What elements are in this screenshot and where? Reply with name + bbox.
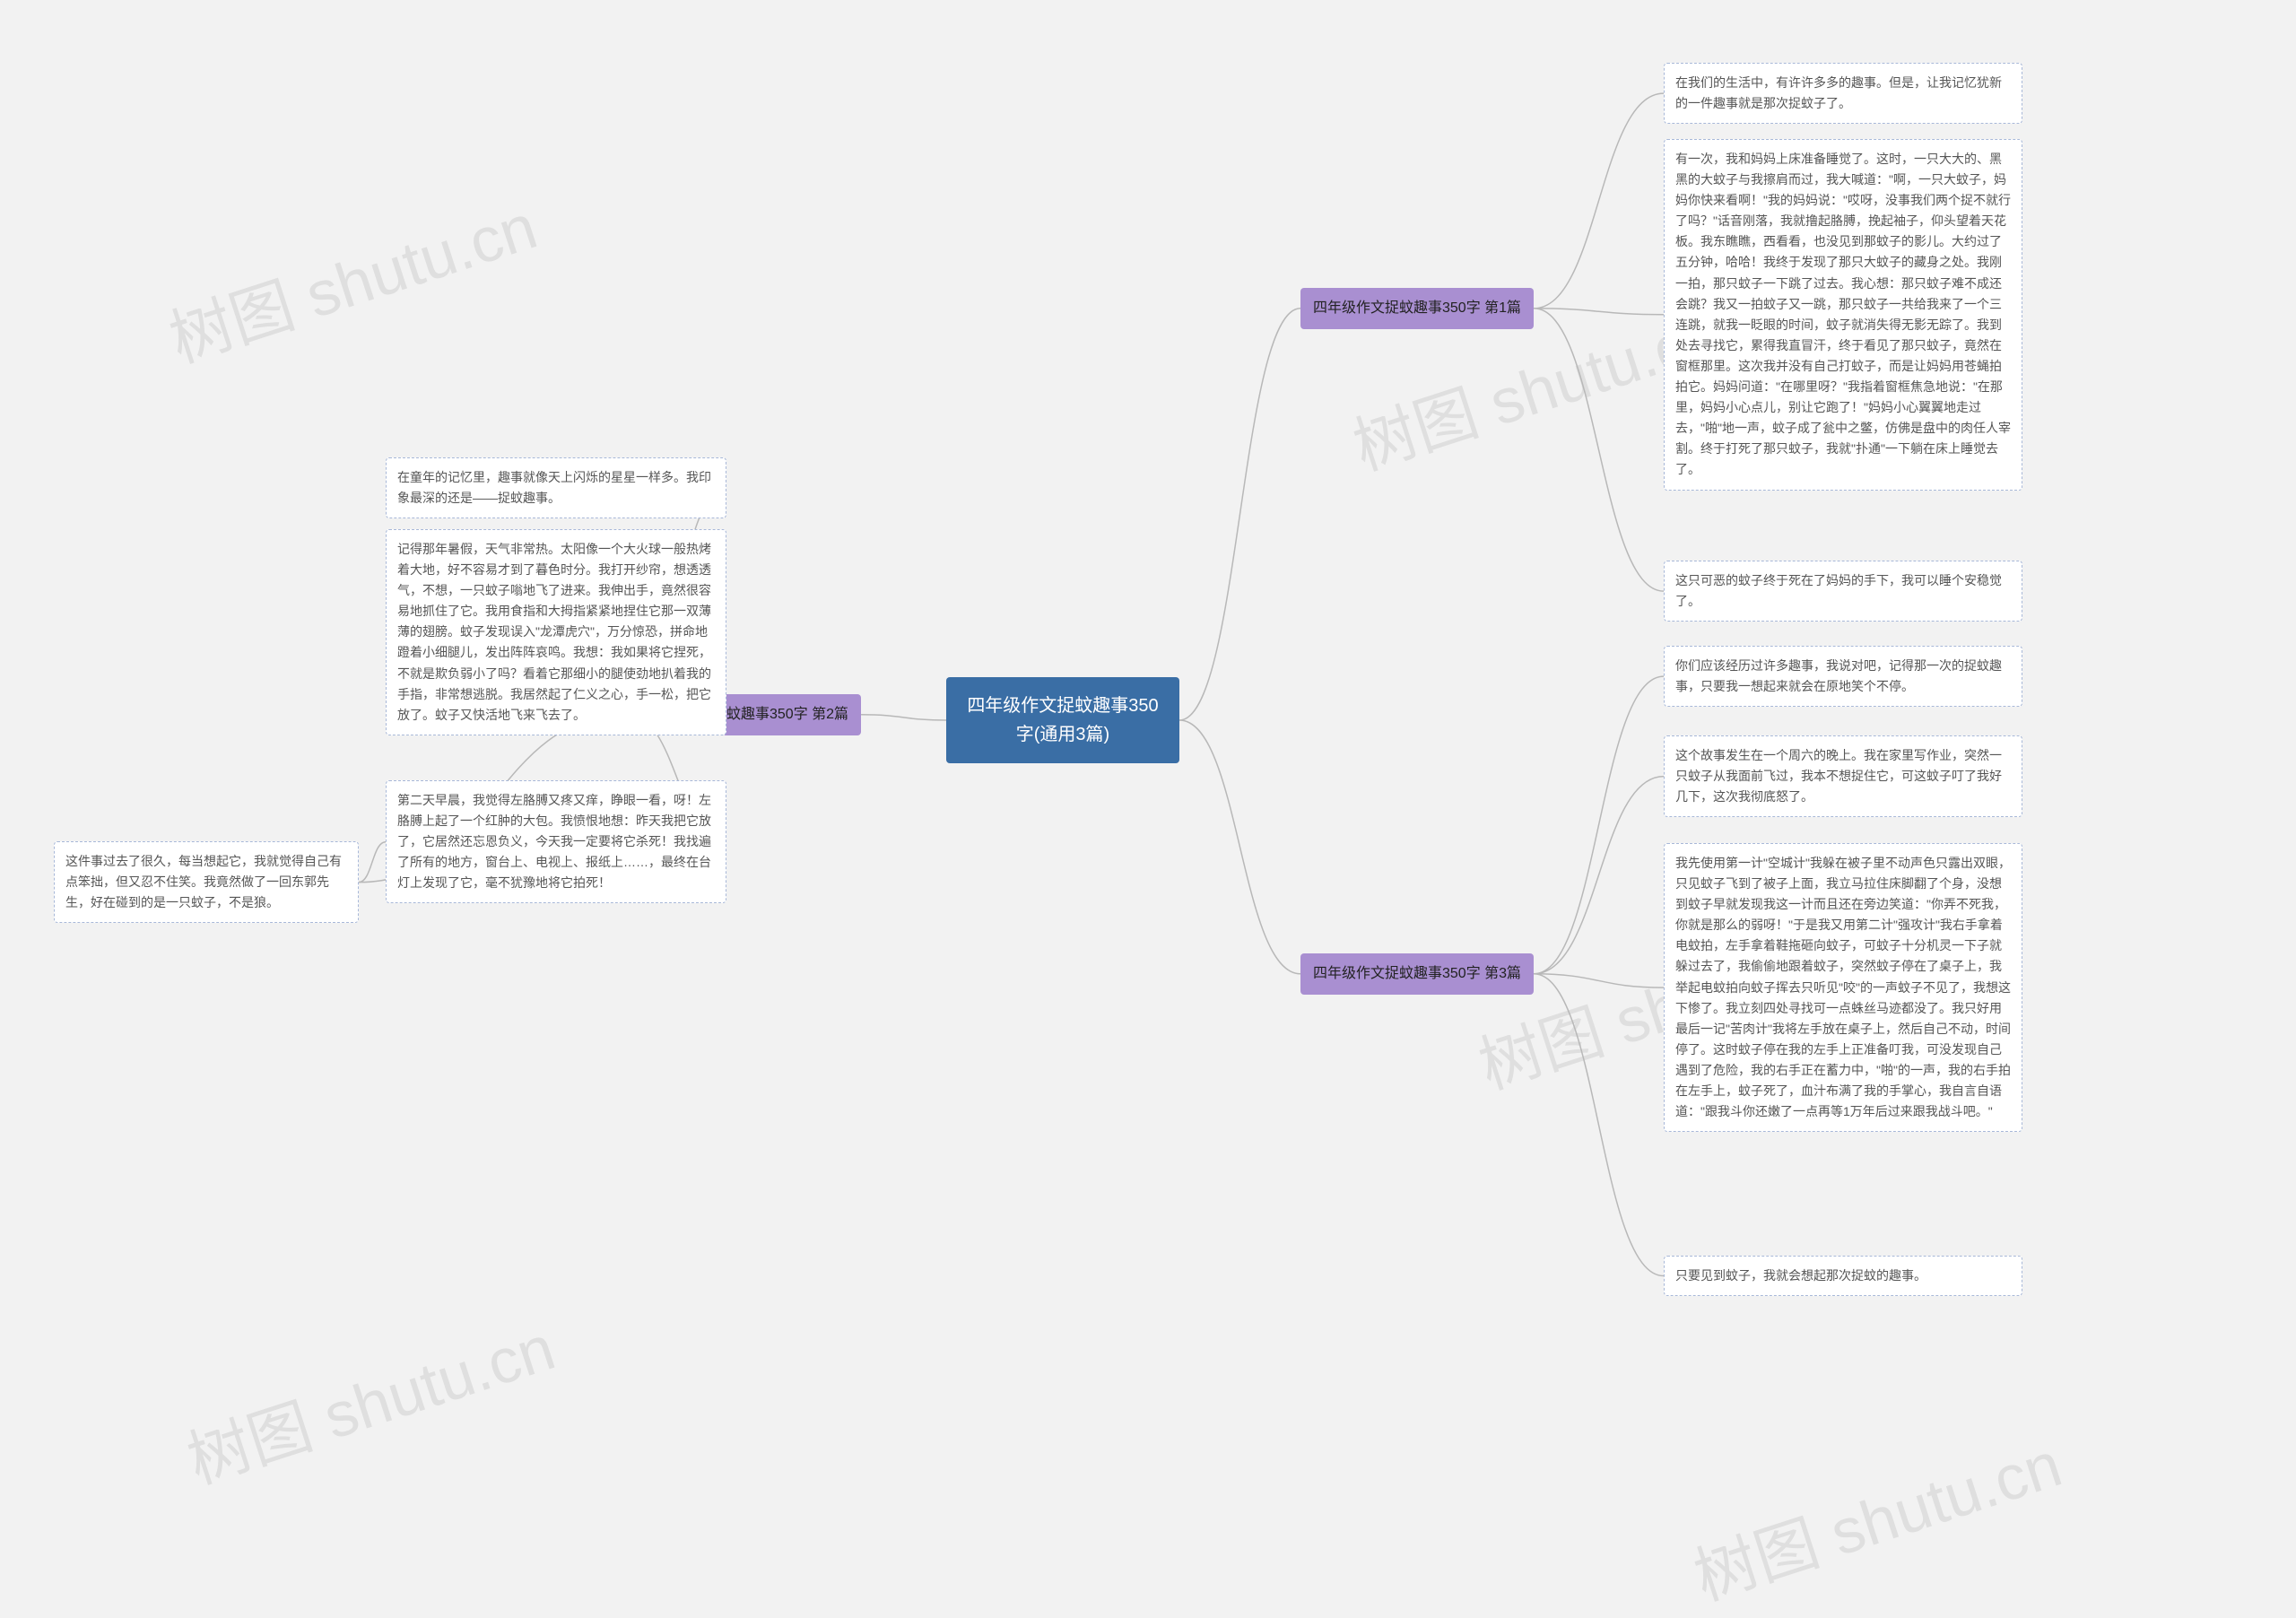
leaf-node: 这只可恶的蚊子终于死在了妈妈的手下，我可以睡个安稳觉了。	[1664, 561, 2022, 622]
leaf-node: 记得那年暑假，天气非常热。太阳像一个大火球一般热烤着大地，好不容易才到了暮色时分…	[386, 529, 726, 735]
leaf-node: 在我们的生活中，有许许多多的趣事。但是，让我记忆犹新的一件趣事就是那次捉蚊子了。	[1664, 63, 2022, 124]
leaf-node: 我先使用第一计"空城计"我躲在被子里不动声色只露出双眼，只见蚊子飞到了被子上面，…	[1664, 843, 2022, 1132]
leaf-node: 这件事过去了很久，每当想起它，我就觉得自己有点笨拙，但又忍不住笑。我竟然做了一回…	[54, 841, 359, 923]
branch-label: 四年级作文捉蚊趣事350字 第1篇	[1313, 300, 1521, 316]
leaf-node: 有一次，我和妈妈上床准备睡觉了。这时，一只大大的、黑黑的大蚊子与我擦肩而过，我大…	[1664, 139, 2022, 491]
watermark: 树图 shutu.cn	[1682, 1414, 2072, 1618]
branch-node-1: 四年级作文捉蚊趣事350字 第1篇	[1300, 288, 1534, 329]
leaf-node: 在童年的记忆里，趣事就像天上闪烁的星星一样多。我印象最深的还是——捉蚊趣事。	[386, 457, 726, 518]
leaf-node: 第二天早晨，我觉得左胳膊又疼又痒，睁眼一看，呀！左胳膊上起了一个红肿的大包。我愤…	[386, 780, 726, 903]
leaf-node: 这个故事发生在一个周六的晚上。我在家里写作业，突然一只蚊子从我面前飞过，我本不想…	[1664, 735, 2022, 817]
root-node: 四年级作文捉蚊趣事350字(通用3篇)	[946, 677, 1179, 763]
branch-label: 四年级作文捉蚊趣事350字 第3篇	[1313, 966, 1521, 981]
branch-node-3: 四年级作文捉蚊趣事350字 第3篇	[1300, 953, 1534, 995]
watermark: 树图 shutu.cn	[175, 1298, 565, 1501]
leaf-node: 你们应该经历过许多趣事，我说对吧，记得那一次的捉蚊趣事，只要我一想起来就会在原地…	[1664, 646, 2022, 707]
watermark: 树图 shutu.cn	[157, 177, 547, 380]
leaf-node: 只要见到蚊子，我就会想起那次捉蚊的趣事。	[1664, 1256, 2022, 1296]
root-label: 四年级作文捉蚊趣事350字(通用3篇)	[967, 696, 1158, 744]
